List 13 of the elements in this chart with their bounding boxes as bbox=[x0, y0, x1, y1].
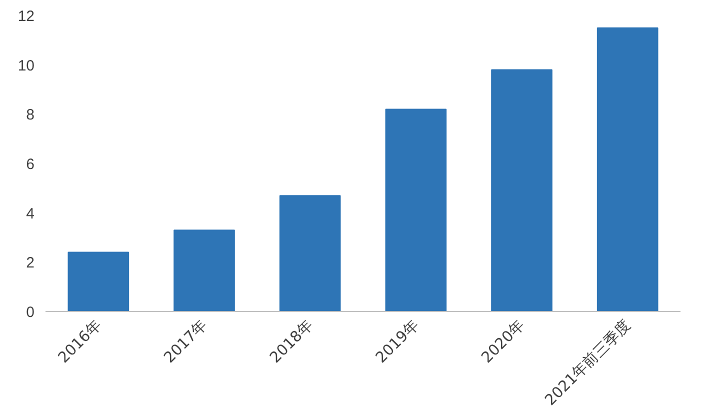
y-tick-label: 4 bbox=[26, 205, 34, 222]
bar bbox=[279, 195, 341, 312]
bar bbox=[68, 252, 130, 312]
bar bbox=[596, 27, 658, 312]
bar bbox=[491, 69, 552, 312]
y-tick-label: 10 bbox=[18, 57, 35, 74]
bar bbox=[174, 230, 235, 312]
y-tick-label: 2 bbox=[26, 254, 34, 272]
bar bbox=[385, 108, 447, 312]
y-tick-label: 6 bbox=[26, 156, 34, 173]
y-tick-label: 12 bbox=[18, 8, 35, 25]
y-tick-label: 8 bbox=[26, 106, 34, 124]
y-tick-label: 0 bbox=[26, 304, 34, 321]
